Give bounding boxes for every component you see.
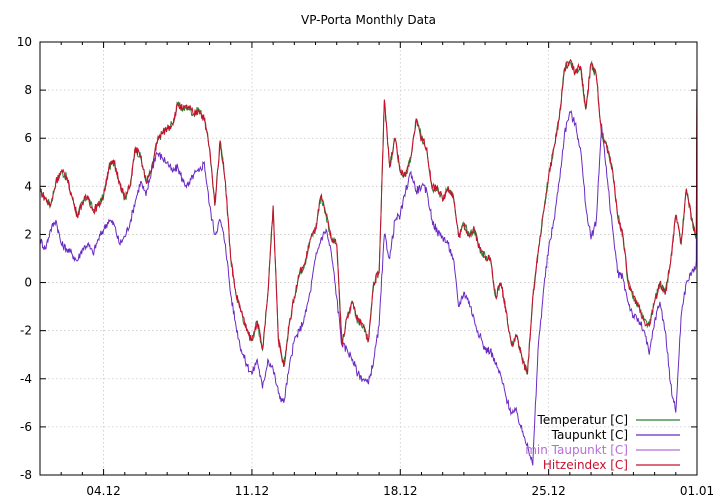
legend-label: Temperatur [C] (537, 413, 628, 427)
y-tick-label: 10 (17, 35, 32, 49)
chart-title: VP-Porta Monthly Data (301, 13, 436, 27)
plot-frame (39, 41, 698, 476)
x-tick-label: 04.12 (86, 484, 120, 498)
y-tick-label: 2 (24, 227, 32, 241)
y-tick-label: -4 (20, 372, 32, 386)
x-tick-label: 01.01 (680, 484, 714, 498)
legend: Temperatur [C]Taupunkt [C]min Taupunkt [… (525, 413, 680, 472)
y-tick-label: 4 (24, 179, 32, 193)
y-tick-label: 6 (24, 131, 32, 145)
x-tick-label: 11.12 (235, 484, 269, 498)
y-tick-label: 8 (24, 83, 32, 97)
axis-ticks: -8 -6 -4 -2 0 2 4 6 8 10 04.12 11.12 18.12 25.12 01.01 (17, 35, 714, 498)
legend-label: Taupunkt [C] (551, 428, 628, 442)
legend-label: min Taupunkt [C] (525, 443, 628, 457)
x-tick-label: 18.12 (383, 484, 417, 498)
legend-label: Hitzeindex [C] (543, 458, 628, 472)
y-tick-label: -8 (20, 468, 32, 482)
y-tick-label: -2 (20, 324, 32, 338)
series-line-hitzeindex-c (39, 58, 698, 375)
series-line-taupunkt-c (39, 90, 698, 466)
series-lines (39, 58, 698, 466)
series-line-temperatur-c (39, 60, 698, 375)
y-tick-label: -6 (20, 420, 32, 434)
y-tick-label: 0 (24, 276, 32, 290)
x-tick-label: 25.12 (531, 484, 565, 498)
